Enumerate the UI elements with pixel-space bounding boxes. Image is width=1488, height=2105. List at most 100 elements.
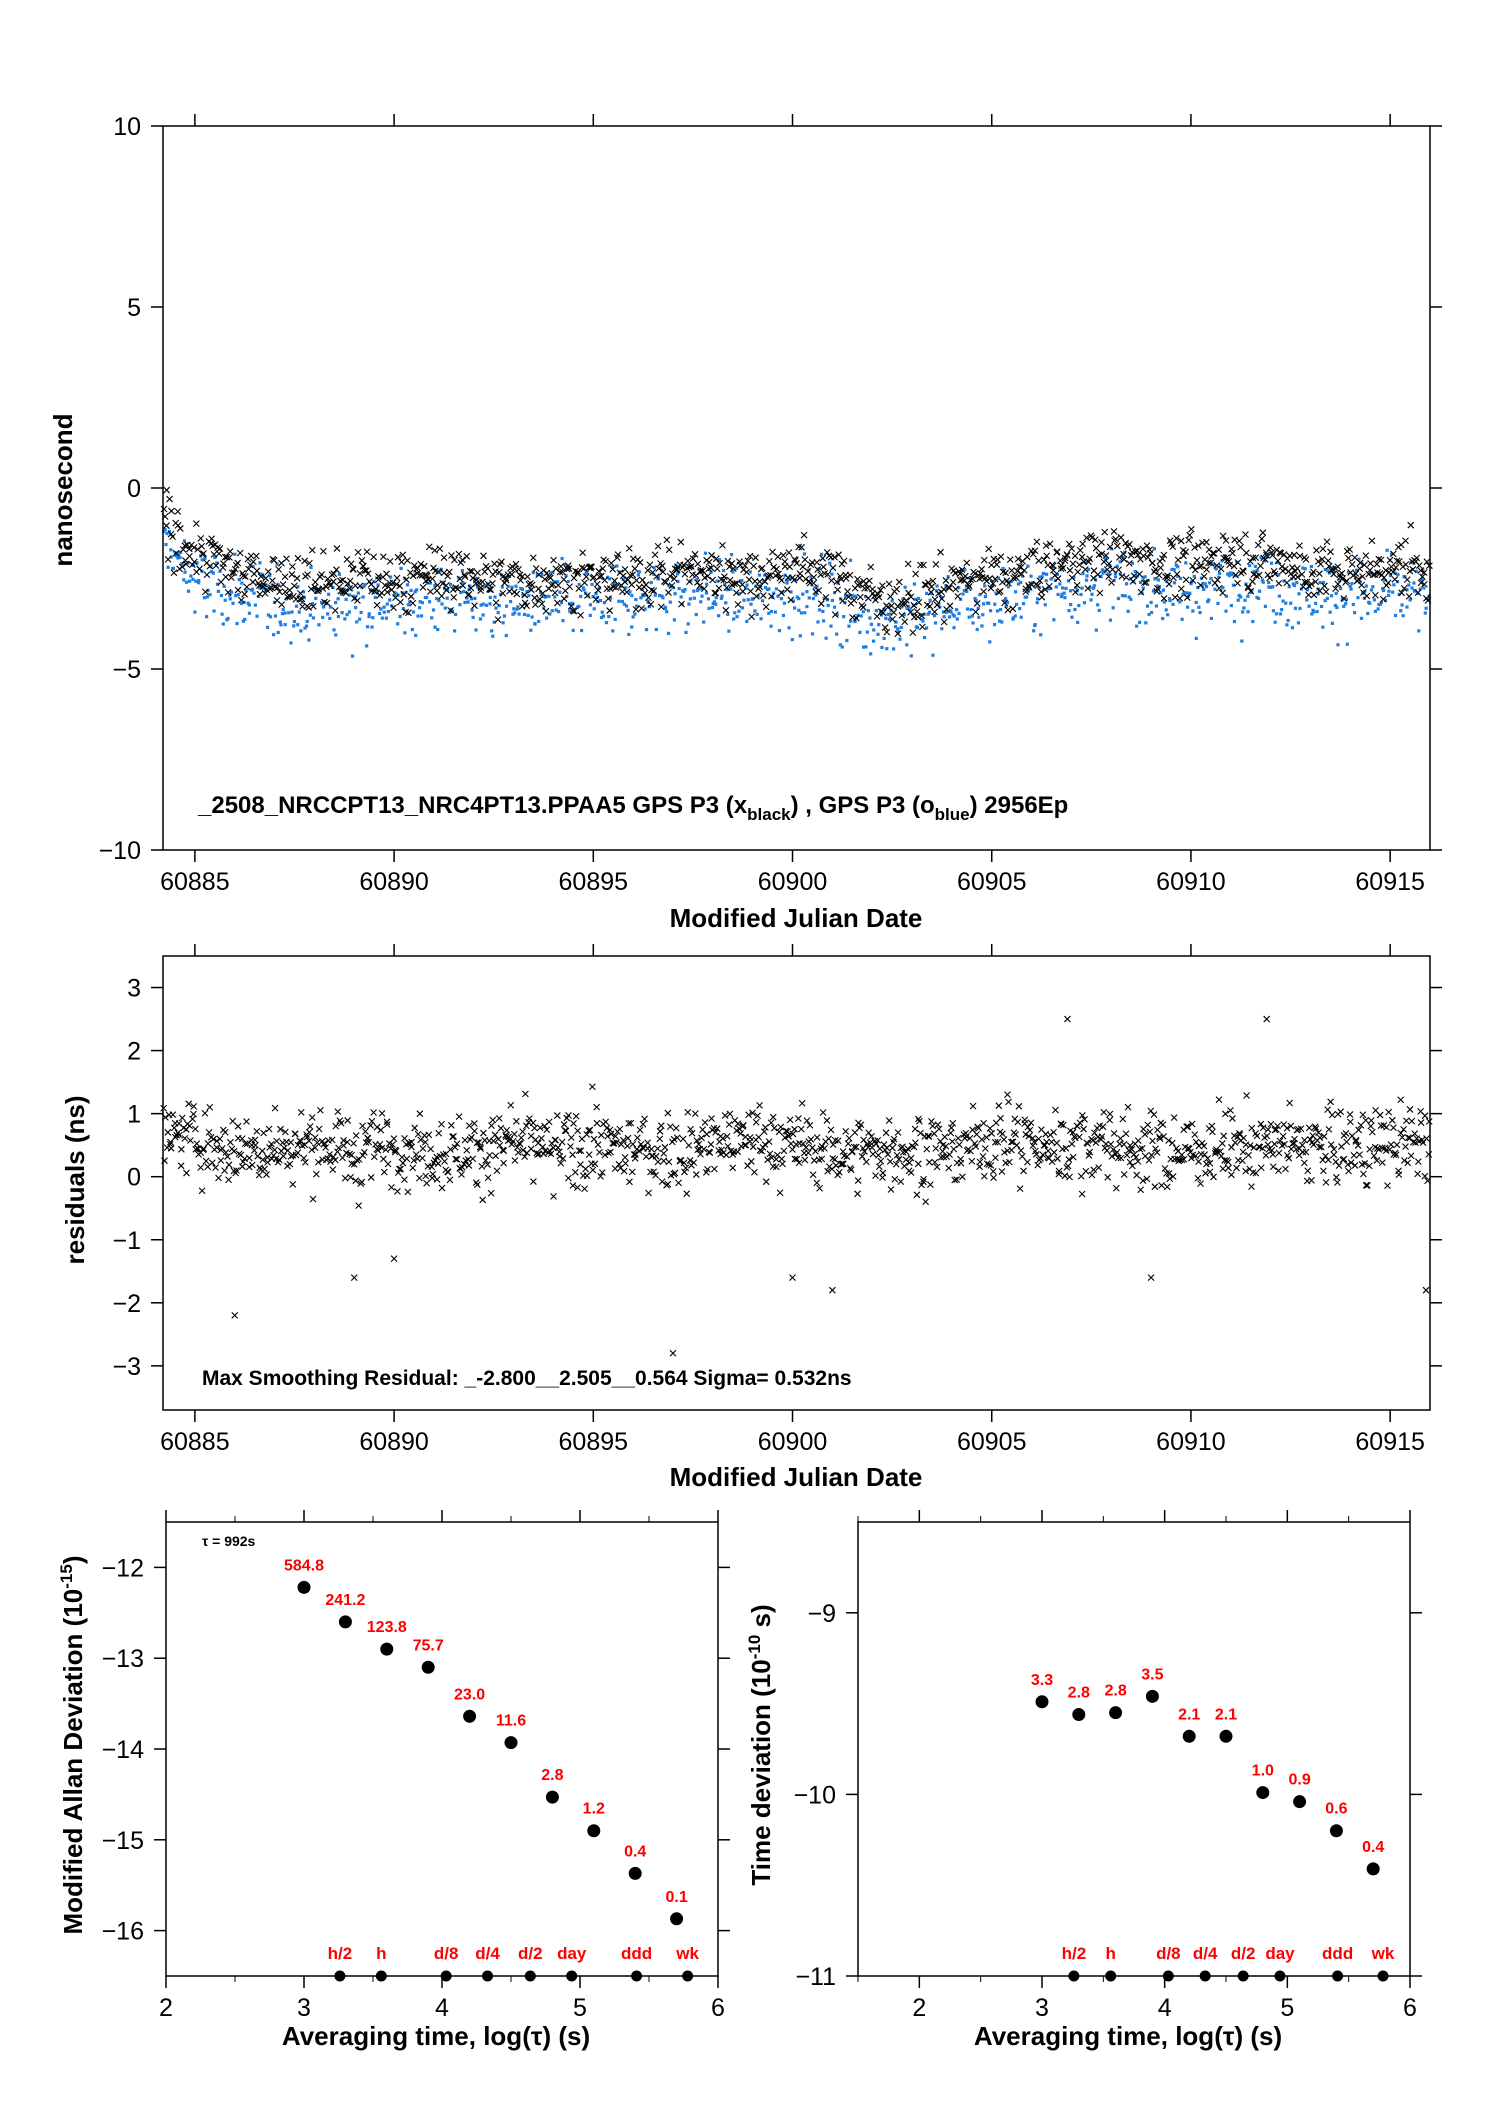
residual-point	[311, 1144, 319, 1152]
residual-point	[749, 1143, 757, 1151]
residual-point	[1328, 1111, 1336, 1119]
blue-data-point	[772, 591, 776, 595]
blue-data-point	[734, 566, 738, 571]
residual-point	[241, 1140, 249, 1148]
black-data-point	[856, 580, 863, 587]
x-tick-label: 60915	[1355, 1428, 1425, 1456]
black-data-point	[633, 576, 640, 584]
black-data-point	[231, 565, 239, 573]
residual-point	[768, 1154, 776, 1162]
blue-data-point	[193, 610, 197, 614]
residual-point	[1343, 1138, 1351, 1146]
blue-data-point	[203, 556, 207, 561]
blue-data-point	[504, 604, 509, 608]
residual-point	[334, 1148, 341, 1156]
black-data-point	[724, 557, 732, 565]
residual-point	[217, 1157, 225, 1164]
timeseries-x-axis-label: Modified Julian Date	[670, 903, 923, 933]
residual-point	[998, 1168, 1006, 1175]
residual-point	[1286, 1099, 1294, 1107]
residual-point	[412, 1151, 420, 1158]
residual-point	[353, 1156, 361, 1164]
black-data-point	[1415, 562, 1423, 569]
black-data-point	[835, 551, 843, 559]
residual-point	[1352, 1136, 1360, 1144]
residual-point	[216, 1135, 224, 1143]
residual-point	[803, 1117, 811, 1125]
black-data-point	[726, 563, 733, 571]
residual-point	[245, 1163, 253, 1171]
residual-point	[1274, 1122, 1281, 1130]
blue-data-point	[687, 602, 691, 606]
residual-point	[761, 1141, 769, 1148]
blue-data-point	[577, 604, 581, 608]
blue-data-point	[1143, 575, 1147, 579]
black-data-point	[419, 584, 427, 591]
black-data-point	[745, 576, 753, 584]
residual-point	[429, 1170, 437, 1178]
black-data-point	[531, 601, 539, 609]
blue-data-point	[1372, 598, 1377, 602]
blue-data-point	[1206, 600, 1210, 604]
blue-data-point	[408, 600, 412, 604]
x-tick-label: 60910	[1156, 868, 1226, 896]
black-data-point	[349, 566, 357, 573]
blue-data-point	[826, 603, 830, 608]
residual-point	[248, 1161, 256, 1169]
residual-point	[845, 1134, 853, 1142]
residual-point	[1257, 1164, 1265, 1172]
residual-point	[842, 1128, 850, 1135]
blue-data-point	[767, 587, 771, 591]
blue-data-point	[1194, 636, 1198, 640]
blue-data-point	[702, 620, 706, 624]
black-data-point	[697, 566, 705, 574]
residual-point	[1106, 1116, 1114, 1124]
black-data-point	[952, 585, 959, 593]
residual-point	[652, 1152, 660, 1160]
black-data-point	[283, 555, 290, 563]
black-data-point	[538, 600, 546, 608]
residual-point	[978, 1136, 986, 1143]
residual-point	[801, 1156, 809, 1164]
residual-point	[305, 1128, 313, 1136]
black-data-point	[582, 573, 590, 581]
black-data-point	[513, 590, 521, 598]
black-data-point	[1173, 570, 1181, 578]
black-data-point	[1105, 560, 1113, 568]
residual-point	[1098, 1133, 1106, 1141]
residual-point	[1242, 1167, 1250, 1175]
black-data-point	[1375, 555, 1383, 563]
black-data-point	[833, 578, 841, 586]
y-tick-label: 0	[127, 475, 141, 503]
residual-point	[1132, 1153, 1140, 1161]
blue-data-point	[501, 621, 505, 625]
black-data-point	[201, 588, 209, 596]
blue-data-point	[1085, 574, 1089, 578]
blue-data-point	[955, 608, 959, 612]
black-data-point	[946, 602, 954, 610]
black-data-point	[753, 592, 760, 600]
blue-data-point	[927, 610, 932, 614]
tdev-y-axis-label: Time deviation (10-10 s)	[745, 1604, 776, 1885]
residual-point	[697, 1150, 704, 1158]
blue-data-point	[1412, 581, 1416, 585]
residual-point	[664, 1180, 672, 1188]
residual-point	[1120, 1171, 1128, 1178]
y-tick-label: −14	[102, 1736, 145, 1764]
blue-data-point	[283, 623, 287, 627]
black-data-point	[1008, 567, 1016, 574]
residual-point	[885, 1117, 893, 1124]
residual-point	[914, 1160, 922, 1168]
black-data-point	[700, 585, 708, 593]
residual-point	[438, 1184, 446, 1192]
residual-point	[1156, 1135, 1164, 1142]
black-data-point	[477, 584, 485, 592]
black-data-point	[798, 543, 805, 551]
blue-data-point	[677, 586, 681, 591]
blue-data-point	[815, 584, 819, 588]
residual-point	[367, 1122, 374, 1129]
blue-data-point	[940, 627, 944, 631]
blue-data-point	[921, 619, 925, 623]
black-data-point	[1068, 545, 1076, 553]
